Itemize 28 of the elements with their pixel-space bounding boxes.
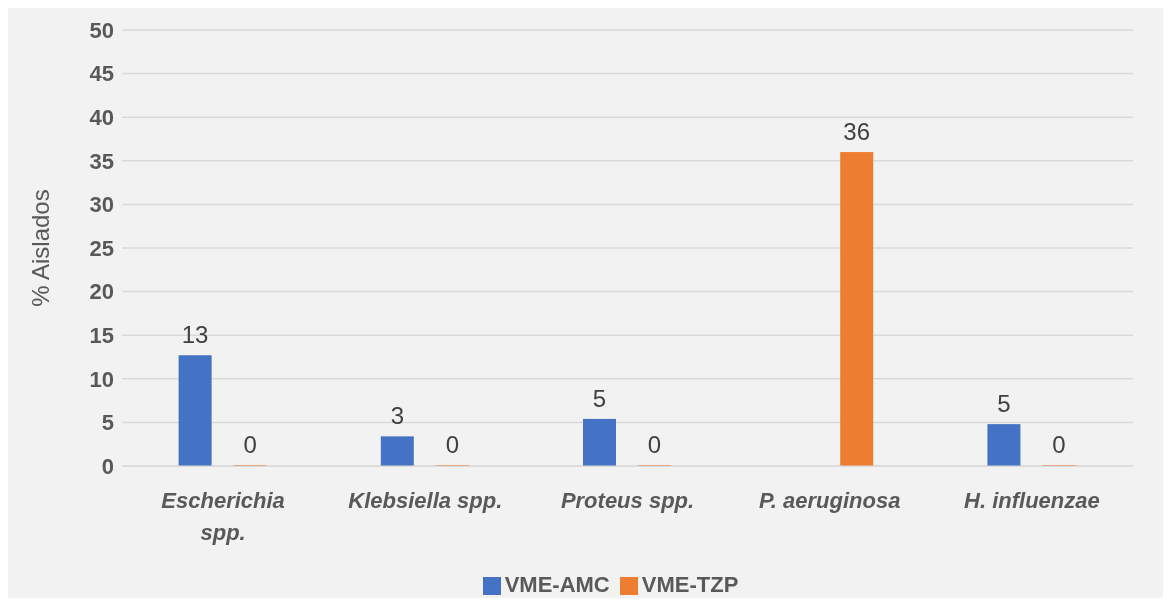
data-label: 13 — [181, 321, 209, 349]
legend-label: VME-AMC — [504, 572, 610, 597]
y-axis-title: % Aislados — [26, 189, 54, 307]
y-tick-label: 15 — [89, 323, 114, 349]
data-label: 5 — [997, 390, 1011, 418]
data-label: 0 — [243, 431, 257, 458]
y-tick-label: 25 — [89, 235, 114, 261]
y-tick-label: 10 — [89, 366, 114, 392]
legend-label: VME-TZP — [641, 572, 739, 597]
x-tick-label: Klebsiella spp. — [348, 488, 503, 513]
y-tick-label: 35 — [89, 148, 114, 174]
y-tick-label: 0 — [101, 453, 114, 479]
data-label: 0 — [1052, 431, 1066, 458]
y-tick-label: 50 — [89, 17, 114, 43]
data-label: 3 — [390, 402, 404, 430]
data-label: 0 — [647, 431, 662, 458]
x-tick-label: H. influenzae — [964, 488, 1100, 513]
data-label: 5 — [592, 384, 607, 412]
x-tick-label: P. aeruginosa — [758, 488, 901, 513]
x-tick-label: Proteus spp. — [560, 488, 695, 513]
y-tick-label: 30 — [89, 192, 114, 218]
y-tick-label: 45 — [89, 61, 114, 87]
y-tick-label: 5 — [101, 410, 114, 436]
y-tick-label: 20 — [89, 279, 114, 305]
y-tick-label: 40 — [89, 105, 114, 131]
x-tick-label: Escherichia spp. — [161, 488, 285, 545]
data-label: 36 — [843, 118, 871, 146]
data-label: 0 — [445, 431, 459, 458]
